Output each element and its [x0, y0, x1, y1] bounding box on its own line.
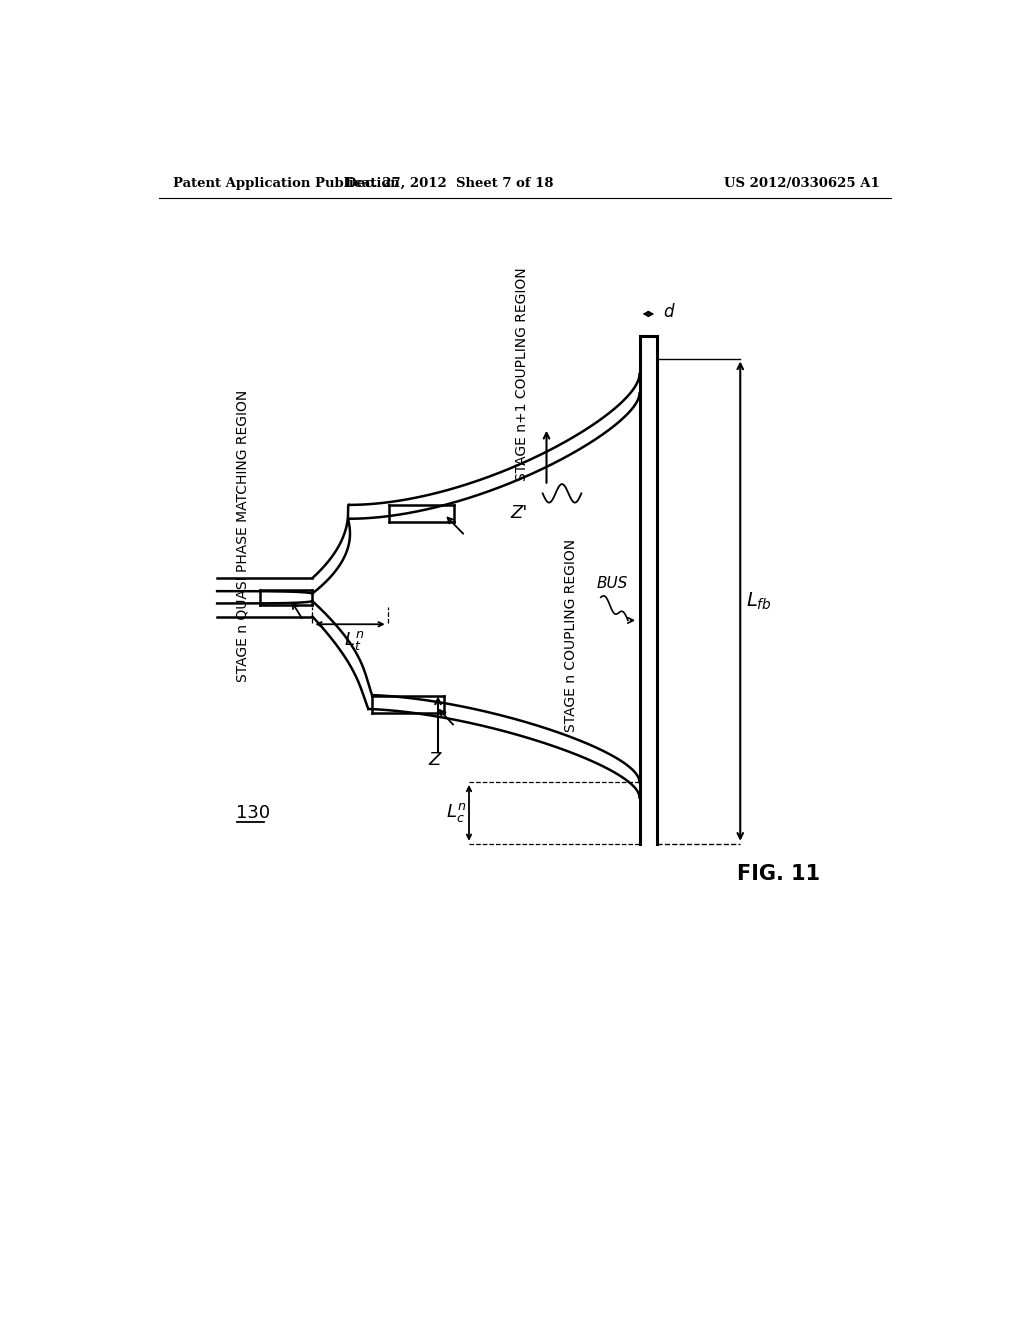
Text: US 2012/0330625 A1: US 2012/0330625 A1	[724, 177, 880, 190]
Text: FIG. 11: FIG. 11	[737, 865, 820, 884]
Text: STAGE n COUPLING REGION: STAGE n COUPLING REGION	[564, 540, 579, 733]
Text: d: d	[663, 304, 673, 321]
Text: Patent Application Publication: Patent Application Publication	[173, 177, 399, 190]
Text: Dec. 27, 2012  Sheet 7 of 18: Dec. 27, 2012 Sheet 7 of 18	[345, 177, 554, 190]
Text: Z': Z'	[511, 504, 528, 521]
Text: $L^n_c$: $L^n_c$	[446, 801, 467, 825]
Text: Z: Z	[428, 751, 440, 770]
Text: $L_{fb}$: $L_{fb}$	[746, 590, 772, 611]
Text: 130: 130	[237, 804, 270, 822]
Text: STAGE n QUASI PHASE MATCHING REGION: STAGE n QUASI PHASE MATCHING REGION	[236, 389, 250, 682]
Text: $L^n_t$: $L^n_t$	[344, 628, 365, 652]
Text: BUS: BUS	[597, 576, 628, 591]
Text: STAGE n+1 COUPLING REGION: STAGE n+1 COUPLING REGION	[515, 267, 529, 480]
